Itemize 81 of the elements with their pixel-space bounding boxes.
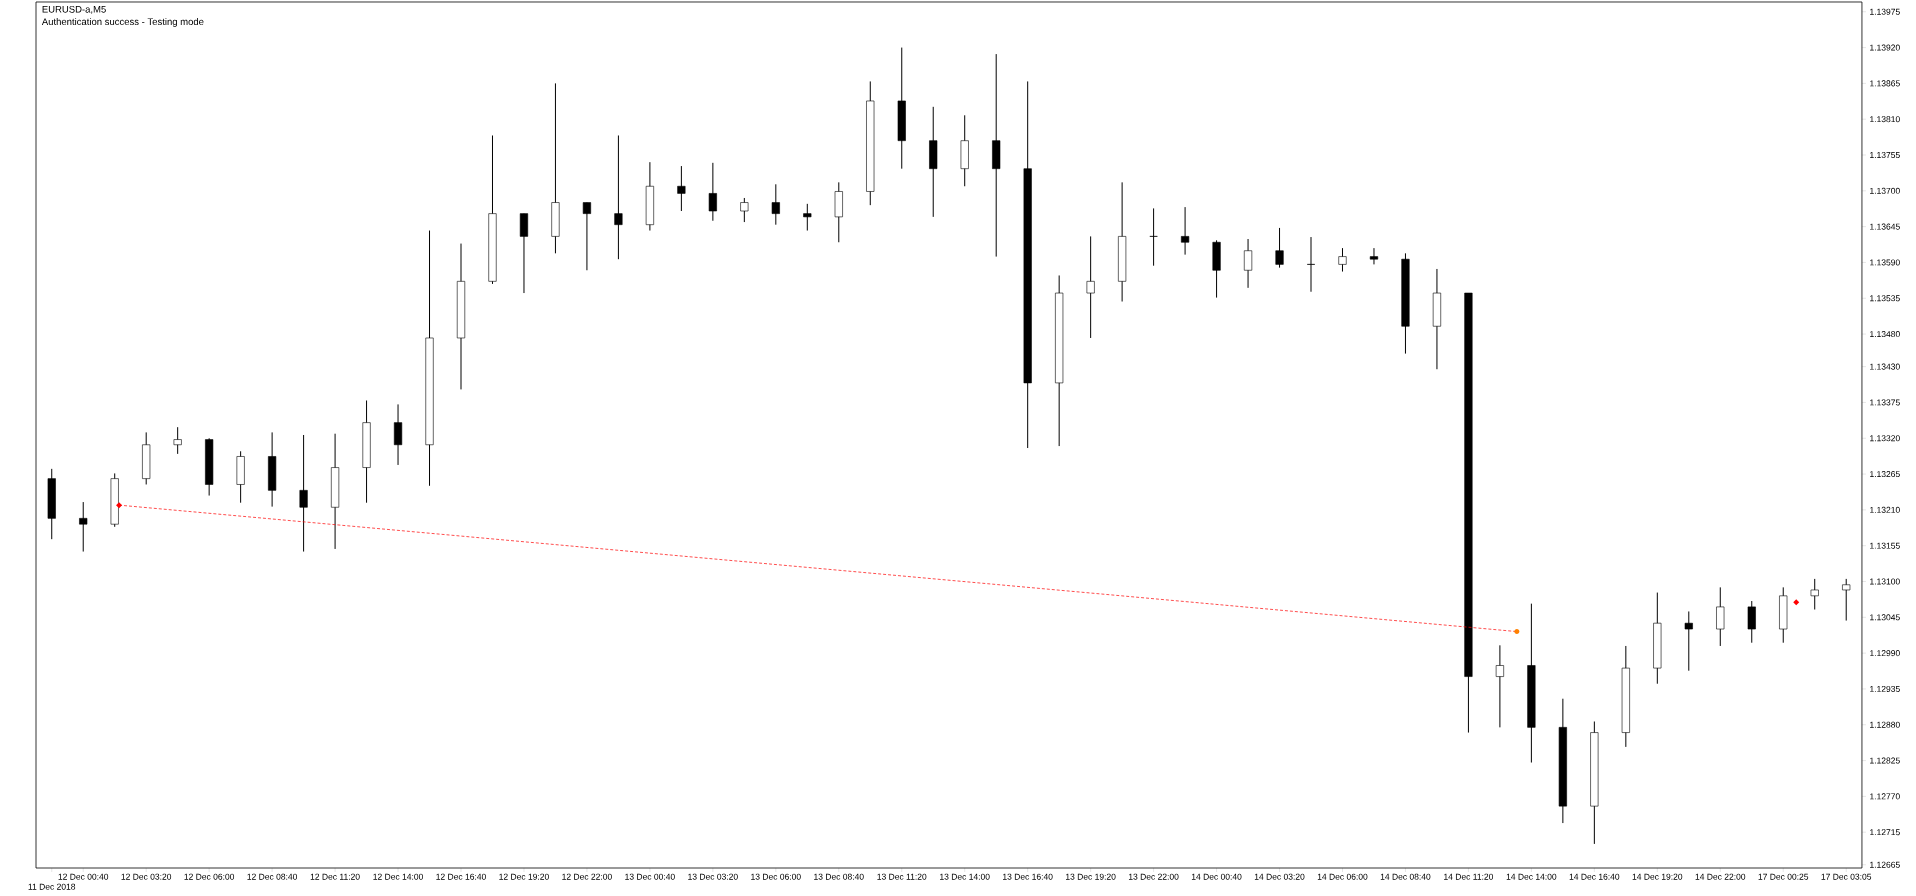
- y-tick-label: 1.13645: [1870, 223, 1900, 230]
- x-tick-label: 13 Dec 11:20: [877, 873, 927, 880]
- candlestick: [173, 426, 182, 455]
- y-tick-label: 1.13045: [1870, 614, 1900, 621]
- x-tick-label: 12 Dec 14:00: [373, 873, 423, 880]
- candlestick: [519, 213, 529, 294]
- x-tick-label: 12 Dec 11:20: [310, 873, 360, 880]
- y-tick-label: 1.13320: [1870, 435, 1900, 442]
- x-tick-label: 12 Dec 08:40: [247, 873, 298, 880]
- candlestick: [803, 203, 812, 232]
- text: Authentication success - Testing mode: [41, 18, 204, 27]
- candlestick: [299, 434, 308, 553]
- x-tick-label: 14 Dec 11:20: [1444, 873, 1494, 880]
- y-tick-label: 1.13700: [1870, 187, 1900, 194]
- x-tick-label: 12 Dec 16:40: [436, 873, 486, 880]
- y-tick-label: 1.13430: [1870, 363, 1900, 370]
- y-tick-label: 1.13100: [1870, 578, 1900, 585]
- x-tick-label: 14 Dec 22:00: [1695, 873, 1746, 880]
- candlestick: [1495, 644, 1504, 728]
- candlestick: [393, 403, 403, 466]
- y-tick-label: 1.13865: [1870, 80, 1900, 87]
- candlestick: [771, 183, 780, 226]
- candlestick: [1747, 600, 1756, 644]
- candlestick: [1810, 578, 1819, 610]
- x-tick-label: 17 Dec 00:25: [1758, 873, 1809, 880]
- x-tick-label: 14 Dec 06:00: [1317, 873, 1368, 880]
- x-tick-label: 13 Dec 08:40: [814, 873, 864, 880]
- y-tick-label: 1.13210: [1870, 506, 1900, 513]
- y-tick-label: 1.13375: [1870, 399, 1900, 406]
- candlestick: [1338, 247, 1347, 273]
- x-tick-label: 12 Dec 03:20: [121, 873, 172, 880]
- y-tick-label: 1.13155: [1870, 542, 1900, 549]
- candlestick: [1275, 227, 1284, 269]
- candlestick: [677, 165, 686, 212]
- y-tick-label: 1.13810: [1870, 116, 1900, 123]
- x-tick-label: 14 Dec 03:20: [1254, 873, 1305, 880]
- y-tick-label: 1.12665: [1870, 861, 1900, 868]
- x-tick-label: 13 Dec 16:40: [1003, 873, 1053, 880]
- y-tick-label: 1.13590: [1870, 259, 1900, 266]
- y-tick-label: 1.13480: [1870, 331, 1900, 338]
- x-tick-label: 12 Dec 19:20: [499, 873, 549, 880]
- x-tick-label: 12 Dec 00:40: [58, 873, 109, 880]
- y-tick-label: 1.12715: [1870, 829, 1900, 836]
- x-tick-label: 13 Dec 19:20: [1066, 873, 1116, 880]
- candlestick: [708, 162, 717, 222]
- y-tick-label: 1.12880: [1870, 721, 1900, 728]
- candlestick: [1369, 247, 1379, 265]
- y-tick-label: 1.13535: [1870, 295, 1900, 302]
- x-tick-label: 14 Dec 16:40: [1569, 873, 1620, 880]
- candlestick: [740, 197, 749, 223]
- x-tick-label: 14 Dec 19:20: [1632, 873, 1683, 880]
- y-tick-label: 1.13920: [1870, 44, 1900, 51]
- chart-title: EURUSD-a,M5: [42, 5, 106, 14]
- candlestick: [1684, 610, 1693, 672]
- y-tick-label: 1.13975: [1870, 8, 1900, 15]
- x-tick-label: 11 Dec 2018: [28, 883, 76, 890]
- x-tick-label: 13 Dec 03:20: [688, 873, 738, 880]
- x-tick-label: 13 Dec 00:40: [625, 873, 675, 880]
- y-tick-label: 1.12935: [1870, 685, 1900, 692]
- y-tick-label: 1.13265: [1870, 471, 1900, 478]
- x-tick-label: 13 Dec 22:00: [1128, 873, 1179, 880]
- candlestick: [79, 501, 88, 553]
- x-tick-label: 14 Dec 00:40: [1191, 873, 1242, 880]
- x-tick-label: 12 Dec 22:00: [562, 873, 612, 880]
- candlestick: [1243, 238, 1253, 289]
- x-tick-label: 17 Dec 03:05: [1821, 873, 1872, 880]
- x-tick-label: 12 Dec 06:00: [184, 873, 235, 880]
- candlestick: [1842, 578, 1851, 622]
- y-tick-label: 1.12770: [1870, 793, 1900, 800]
- candlestick: [1716, 586, 1725, 647]
- candlestick: [582, 202, 592, 271]
- x-tick-label: 14 Dec 08:40: [1380, 873, 1431, 880]
- candlestick: [614, 134, 623, 260]
- x-tick-label: 13 Dec 06:00: [751, 873, 801, 880]
- x-tick-label: 14 Dec 14:00: [1506, 873, 1557, 880]
- y-tick-label: 1.13755: [1870, 152, 1900, 159]
- y-tick-label: 1.12825: [1870, 757, 1900, 764]
- candlestick: [1181, 206, 1190, 256]
- candlestick: [1086, 235, 1095, 339]
- y-tick-label: 1.12990: [1870, 650, 1900, 657]
- x-tick-label: 13 Dec 14:00: [940, 873, 990, 880]
